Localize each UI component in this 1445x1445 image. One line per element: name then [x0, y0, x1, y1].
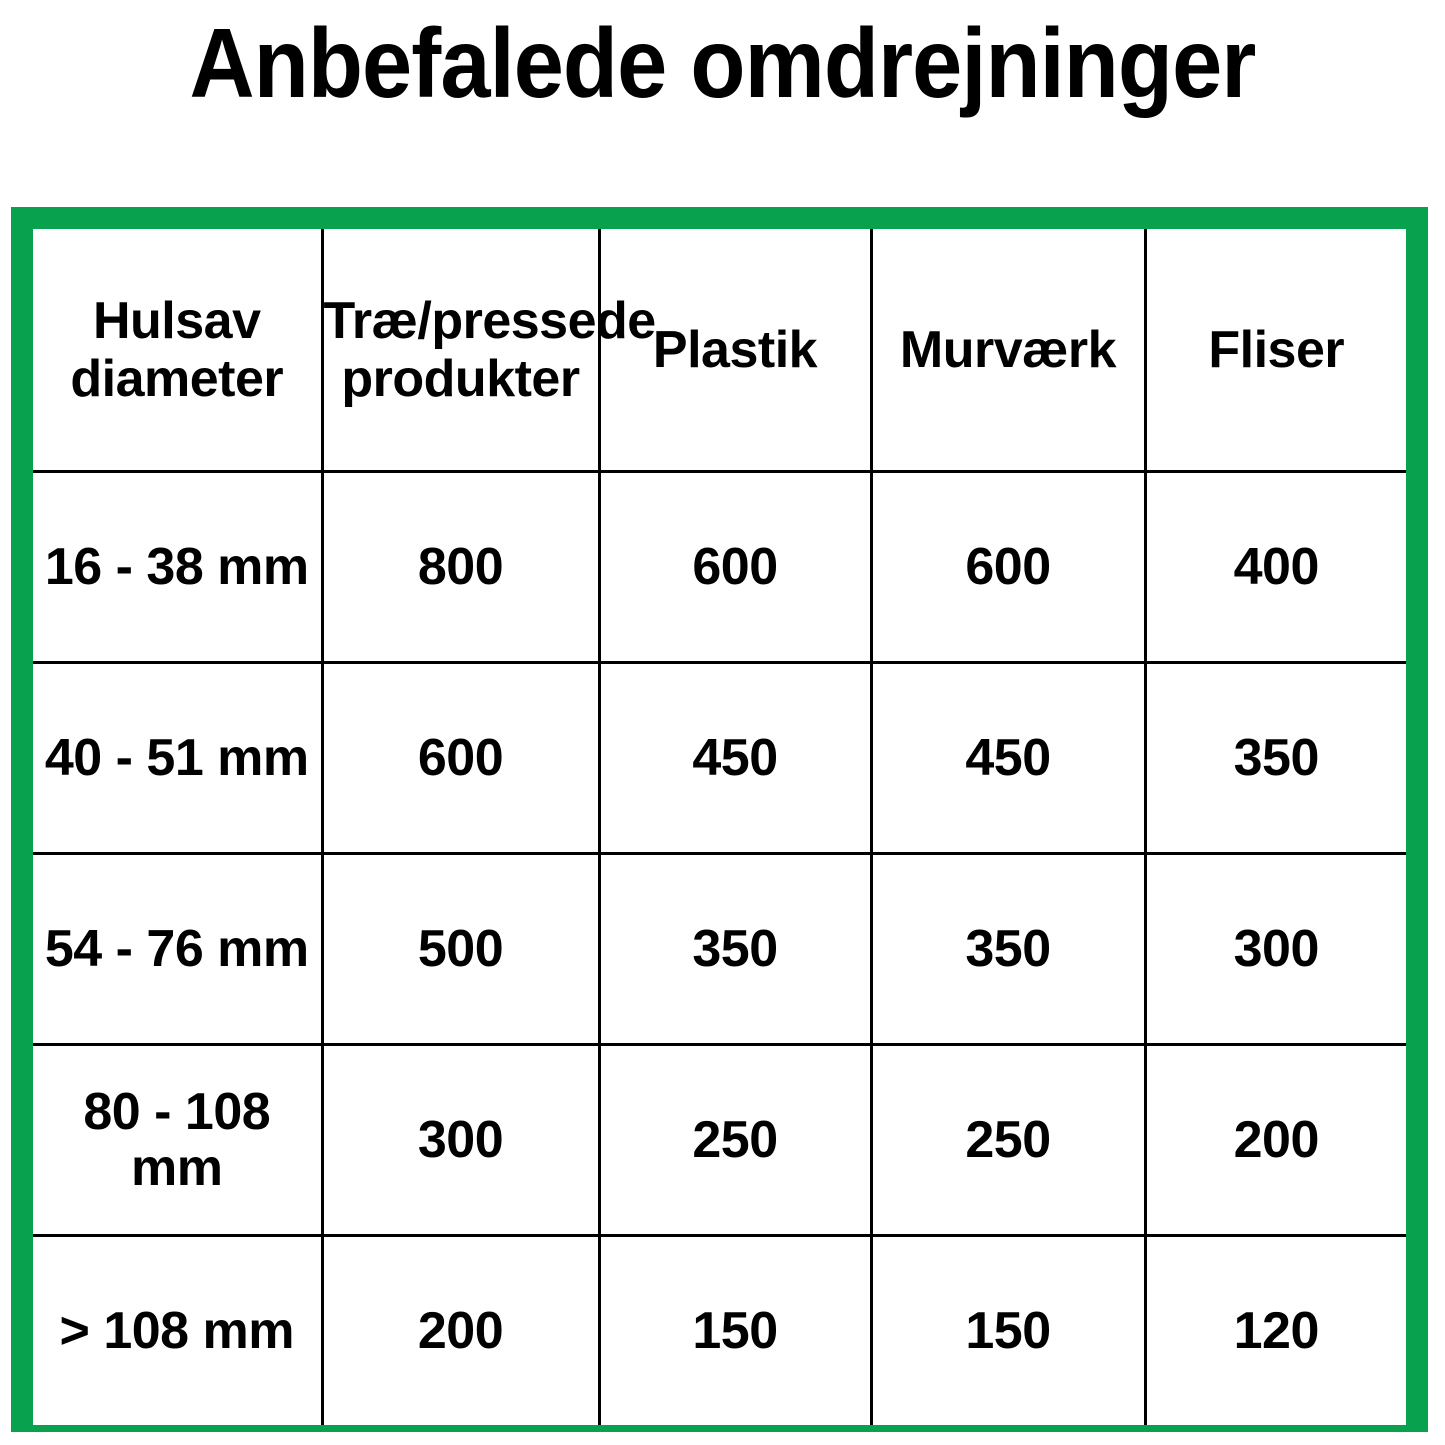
column-header-plastik-label: Plastik — [652, 320, 818, 379]
column-header-hulsav-diameter-line1: Hulsav — [92, 291, 261, 350]
cell-plastic: 600 — [597, 470, 873, 664]
cell-wood: 200 — [320, 1234, 601, 1425]
cell-diameter: > 108 mm — [33, 1234, 324, 1425]
column-header-hulsav-diameter: Hulsav diameter — [33, 229, 324, 473]
cell-plastic: 150 — [597, 1234, 873, 1425]
cell-tiles: 400 — [1143, 470, 1406, 664]
cell-masonry: 350 — [869, 852, 1147, 1046]
column-header-trae-pressede-produkter-line2: produkter — [341, 349, 580, 408]
cell-plastic: 350 — [597, 852, 873, 1046]
table-header-row: Hulsav diameter Træ/pressede produkter P… — [33, 229, 1406, 473]
cell-masonry: 600 — [869, 470, 1147, 664]
table-row: 16 - 38 mm 800 600 600 400 — [33, 470, 1406, 664]
cell-masonry: 450 — [869, 661, 1147, 855]
cell-tiles: 200 — [1143, 1043, 1406, 1237]
cell-wood: 800 — [320, 470, 601, 664]
cell-wood: 300 — [320, 1043, 601, 1237]
column-header-fliser-label: Fliser — [1208, 320, 1345, 379]
table-header: Hulsav diameter Træ/pressede produkter P… — [33, 229, 1406, 473]
cell-masonry: 250 — [869, 1043, 1147, 1237]
column-header-plastik: Plastik — [597, 229, 873, 473]
column-header-hulsav-diameter-line2: diameter — [70, 349, 284, 408]
table-green-frame: Hulsav diameter Træ/pressede produkter P… — [11, 207, 1428, 1432]
cell-wood: 600 — [320, 661, 601, 855]
recommended-speeds-table: Hulsav diameter Træ/pressede produkter P… — [33, 229, 1406, 1425]
cell-tiles: 300 — [1143, 852, 1406, 1046]
table-row: 40 - 51 mm 600 450 450 350 — [33, 661, 1406, 855]
cell-tiles: 120 — [1143, 1234, 1406, 1425]
cell-masonry: 150 — [869, 1234, 1147, 1425]
cell-plastic: 250 — [597, 1043, 873, 1237]
column-header-murvaerk-label: Murværk — [899, 320, 1117, 379]
cell-tiles: 350 — [1143, 661, 1406, 855]
column-header-trae-pressede-produkter: Træ/pressede produkter — [320, 229, 657, 473]
table-row: > 108 mm 200 150 150 120 — [33, 1234, 1406, 1425]
cell-diameter: 54 - 76 mm — [33, 852, 324, 1046]
column-header-murvaerk: Murværk — [869, 229, 1147, 473]
cell-plastic: 450 — [597, 661, 873, 855]
cell-diameter: 80 - 108 mm — [33, 1043, 324, 1237]
page-title: Anbefalede omdrejninger — [189, 8, 1257, 118]
table-body: 16 - 38 mm 800 600 600 400 40 - 51 mm 60… — [33, 470, 1406, 1425]
cell-diameter: 16 - 38 mm — [33, 470, 324, 664]
cell-wood: 500 — [320, 852, 601, 1046]
column-header-trae-pressede-produkter-line1: Træ/pressede — [323, 291, 657, 350]
column-header-fliser: Fliser — [1143, 229, 1406, 473]
table-row: 54 - 76 mm 500 350 350 300 — [33, 852, 1406, 1046]
cell-diameter: 40 - 51 mm — [33, 661, 324, 855]
table-row: 80 - 108 mm 300 250 250 200 — [33, 1043, 1406, 1237]
